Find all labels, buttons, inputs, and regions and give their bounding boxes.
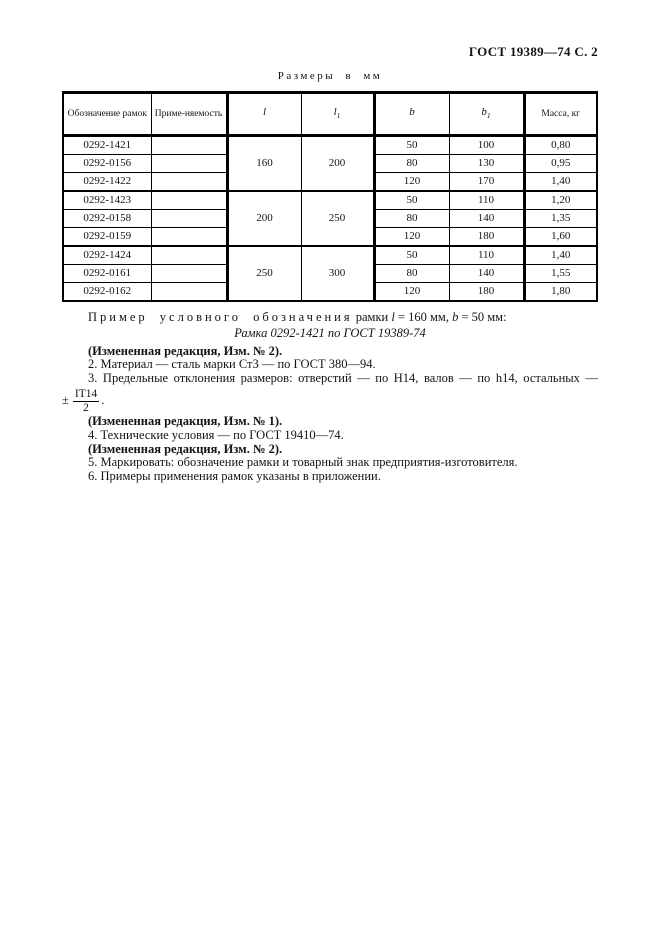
example-b-value: = 50 мм: xyxy=(461,310,507,324)
example-word-frame: рамки xyxy=(355,310,389,324)
note-5: 5. Маркировать: обозначение рамки и това… xyxy=(88,455,518,470)
col-header-l: l xyxy=(226,92,302,137)
cell-l1-merged: 300 xyxy=(300,245,376,302)
cell-l-merged: 250 xyxy=(226,245,302,302)
table-row: 0292-1421 160 200 50 100 0,80 xyxy=(62,135,598,192)
notes-section: Пример условного обозначения рамки l = 1… xyxy=(62,310,598,484)
cell-b: 80 xyxy=(373,264,450,283)
cell-b1: 110 xyxy=(448,190,526,210)
tolerance-fraction-line: ± IT14 2 . xyxy=(62,388,598,414)
cell-b: 120 xyxy=(373,282,450,302)
example-l-value: = 160 мм, xyxy=(397,310,449,324)
cell-designation: 0292-0161 xyxy=(62,264,152,283)
cell-applicability xyxy=(150,264,229,283)
page-header: ГОСТ 19389—74 С. 2 xyxy=(468,44,598,59)
plus-minus-sign: ± xyxy=(62,393,69,408)
cell-l1-merged: 250 xyxy=(300,190,376,247)
fraction-denominator: 2 xyxy=(83,401,89,414)
cell-applicability xyxy=(150,190,229,210)
fraction: IT14 2 xyxy=(72,387,100,414)
cell-mass: 1,60 xyxy=(523,227,598,247)
cell-mass: 0,95 xyxy=(523,154,598,173)
col-header-b: b xyxy=(373,92,450,137)
cell-designation: 0292-1424 xyxy=(62,245,152,265)
cell-l-merged: 160 xyxy=(226,135,302,192)
col-header-designation: Обозначение рамок xyxy=(62,92,152,137)
example-designation: Рамка 0292-1421 по ГОСТ 19389-74 xyxy=(234,325,426,340)
table-header-row: Обозначение рамок Приме-няемость l l1 b … xyxy=(62,92,598,137)
col-header-applicability: Приме-няемость xyxy=(150,92,229,137)
fraction-tail: . xyxy=(101,393,105,408)
cell-mass: 1,80 xyxy=(523,282,598,302)
table-title: Размеры в мм xyxy=(277,70,383,82)
cell-l1-merged: 200 xyxy=(300,135,376,192)
cell-applicability xyxy=(150,172,229,192)
cell-designation: 0292-0159 xyxy=(62,227,152,247)
col-header-l1: l1 xyxy=(300,92,376,137)
table-row: 0292-1423 200 250 50 110 1,20 xyxy=(62,190,598,247)
table-row: 0292-0161 80 140 1,55 xyxy=(62,264,598,283)
cell-mass: 1,35 xyxy=(523,209,598,228)
cell-b: 120 xyxy=(373,172,450,192)
var-l: l xyxy=(391,310,395,324)
cell-designation: 0292-1423 xyxy=(62,190,152,210)
cell-b1: 140 xyxy=(448,209,526,228)
cell-b1: 170 xyxy=(448,172,526,192)
cell-b1: 140 xyxy=(448,264,526,283)
cell-applicability xyxy=(150,135,229,155)
table-row: 0292-1424 250 300 50 110 1,40 xyxy=(62,245,598,302)
cell-designation: 0292-0162 xyxy=(62,282,152,302)
cell-l-merged: 200 xyxy=(226,190,302,247)
table-row: 0292-0158 80 140 1,35 xyxy=(62,209,598,228)
example-line: Пример условного обозначения рамки l = 1… xyxy=(62,310,598,325)
cell-b: 50 xyxy=(373,190,450,210)
note-4: 4. Технические условия — по ГОСТ 19410—7… xyxy=(88,427,344,442)
cell-mass: 1,20 xyxy=(523,190,598,210)
cell-mass: 1,40 xyxy=(523,172,598,192)
amended-note-2a: (Измененная редакция, Изм. № 2). xyxy=(88,343,283,358)
cell-designation: 0292-1421 xyxy=(62,135,152,155)
col-header-b1: b1 xyxy=(448,92,526,137)
cell-b: 80 xyxy=(373,154,450,173)
cell-designation: 0292-0158 xyxy=(62,209,152,228)
cell-mass: 1,55 xyxy=(523,264,598,283)
cell-b: 50 xyxy=(373,135,450,155)
cell-b: 80 xyxy=(373,209,450,228)
table-row: 0292-0159 120 180 1,60 xyxy=(62,227,598,247)
cell-applicability xyxy=(150,209,229,228)
cell-designation: 0292-0156 xyxy=(62,154,152,173)
cell-applicability xyxy=(150,154,229,173)
cell-applicability xyxy=(150,282,229,302)
note-6: 6. Примеры применения рамок указаны в пр… xyxy=(88,469,381,484)
cell-mass: 0,80 xyxy=(523,135,598,155)
table-row: 0292-0156 80 130 0,95 xyxy=(62,154,598,173)
note-2: 2. Материал — сталь марки Ст3 — по ГОСТ … xyxy=(88,357,376,372)
cell-mass: 1,40 xyxy=(523,245,598,265)
cell-b1: 110 xyxy=(448,245,526,265)
fraction-numerator: IT14 xyxy=(72,387,100,402)
cell-designation: 0292-1422 xyxy=(62,172,152,192)
amended-note-1: (Измененная редакция, Изм. № 1). xyxy=(88,413,283,428)
var-b: b xyxy=(452,310,459,324)
cell-applicability xyxy=(150,245,229,265)
cell-b: 50 xyxy=(373,245,450,265)
cell-b1: 180 xyxy=(448,227,526,247)
cell-b: 120 xyxy=(373,227,450,247)
note-3: 3. Предельные отклонения размеров: отвер… xyxy=(88,371,598,386)
table-row: 0292-0162 120 180 1,80 xyxy=(62,282,598,302)
cell-b1: 100 xyxy=(448,135,526,155)
amended-note-2b: (Измененная редакция, Изм. № 2). xyxy=(88,441,283,456)
cell-b1: 130 xyxy=(448,154,526,173)
cell-b1: 180 xyxy=(448,282,526,302)
dimensions-table: Обозначение рамок Приме-няемость l l1 b … xyxy=(62,91,598,302)
cell-applicability xyxy=(150,227,229,247)
example-intro: Пример условного обозначения xyxy=(88,310,353,324)
col-header-mass: Масса, кг xyxy=(523,92,598,137)
